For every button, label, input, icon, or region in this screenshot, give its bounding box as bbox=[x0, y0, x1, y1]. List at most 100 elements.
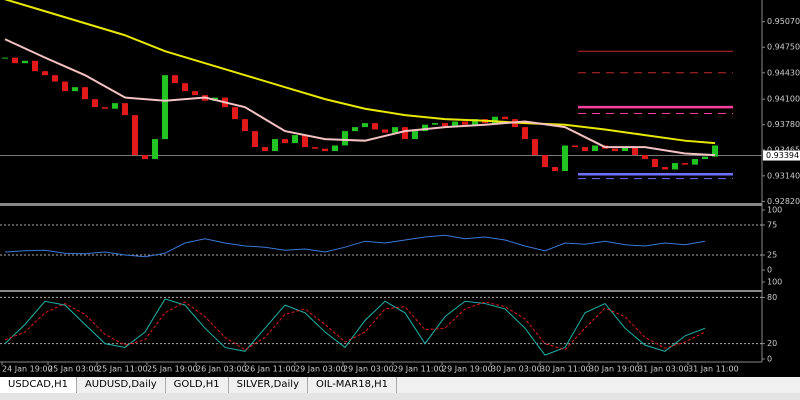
candle-body bbox=[342, 131, 348, 146]
y-tick-label: 0.93780 bbox=[767, 120, 800, 129]
candle-body bbox=[462, 121, 468, 125]
candle-body bbox=[162, 75, 168, 140]
candle-body bbox=[582, 147, 588, 152]
y-tick-label: 75 bbox=[767, 221, 777, 230]
x-tick-label: 31 Jan 11:00 bbox=[688, 365, 739, 374]
x-tick-label: 25 Jan 19:00 bbox=[147, 365, 198, 374]
candle-body bbox=[172, 75, 178, 84]
y-tick-label: 80 bbox=[767, 293, 777, 302]
candle-body bbox=[272, 139, 278, 152]
candle-body bbox=[322, 148, 328, 152]
x-tick-label: 25 Jan 11:00 bbox=[97, 365, 148, 374]
candle-body bbox=[422, 124, 428, 132]
candle-body bbox=[102, 107, 108, 109]
candle-body bbox=[2, 57, 8, 59]
x-tick-label: 24 Jan 19:00 bbox=[2, 365, 53, 374]
chart-tab[interactable]: GOLD,H1 bbox=[166, 377, 229, 393]
x-tick-label: 26 Jan 11:00 bbox=[245, 365, 296, 374]
candle-body bbox=[532, 139, 538, 156]
y-tick-label: 0.94750 bbox=[767, 43, 800, 52]
candle-body bbox=[632, 147, 638, 156]
candle-body bbox=[52, 75, 58, 82]
candle-body bbox=[552, 167, 558, 172]
candle-body bbox=[522, 127, 528, 140]
candle-body bbox=[22, 60, 28, 64]
candle-body bbox=[282, 139, 288, 144]
candle-body bbox=[182, 83, 188, 92]
indicator-line bbox=[4, 234, 706, 258]
y-tick-label: 100 bbox=[767, 278, 782, 287]
candle-body bbox=[192, 91, 198, 96]
candle-body bbox=[152, 139, 158, 160]
candle-body bbox=[372, 123, 378, 130]
y-tick-label: 0 bbox=[767, 355, 772, 364]
candle-body bbox=[62, 81, 68, 92]
status-bar bbox=[0, 393, 800, 400]
candle-body bbox=[562, 145, 568, 172]
candle-body bbox=[132, 115, 138, 156]
candle-body bbox=[652, 159, 658, 168]
chart-tab[interactable]: USDCAD,H1 bbox=[0, 377, 77, 393]
candle-body bbox=[12, 57, 18, 64]
candle-body bbox=[262, 147, 268, 152]
candle-body bbox=[352, 127, 358, 132]
x-tick-label: 26 Jan 03:00 bbox=[196, 365, 247, 374]
candle-body bbox=[142, 155, 148, 160]
y-tick-label: 0.93465 bbox=[767, 145, 800, 154]
candle-body bbox=[412, 131, 418, 140]
candle-body bbox=[232, 107, 238, 120]
candle-body bbox=[592, 145, 598, 152]
x-tick-label: 30 Jan 11:00 bbox=[540, 365, 591, 374]
y-tick-label: 0.94100 bbox=[767, 95, 800, 104]
candle-body bbox=[362, 123, 368, 128]
candle-body bbox=[432, 123, 438, 125]
candle-body bbox=[402, 127, 408, 140]
candle-body bbox=[672, 163, 678, 170]
chart: 0.95070 0.94750 0.94430 0.94100 0.93780 0.934… bbox=[0, 0, 800, 377]
chart-tab[interactable]: AUDUSD,Daily bbox=[77, 377, 166, 393]
candle-body bbox=[692, 159, 698, 165]
background bbox=[0, 0, 800, 377]
candle-body bbox=[252, 131, 258, 148]
candle-body bbox=[312, 147, 318, 149]
y-tick-label: 100 bbox=[767, 206, 782, 215]
candle-body bbox=[382, 129, 388, 133]
candle-body bbox=[82, 87, 88, 100]
y-tick-label: 0.93140 bbox=[767, 171, 800, 180]
candle-body bbox=[712, 145, 718, 157]
x-tick-label: 30 Jan 19:00 bbox=[589, 365, 640, 374]
chart-tab[interactable]: SILVER,Daily bbox=[229, 377, 308, 393]
candle-body bbox=[452, 121, 458, 127]
y-tick-label: 20 bbox=[767, 339, 777, 348]
current-price-label: 0.93394 bbox=[766, 151, 799, 160]
candle-body bbox=[572, 145, 578, 148]
candle-body bbox=[72, 87, 78, 92]
y-tick-label: 0.94430 bbox=[767, 68, 800, 77]
y-tick-label: 0.95070 bbox=[767, 17, 800, 26]
x-tick-label: 29 Jan 11:00 bbox=[393, 365, 444, 374]
candle-body bbox=[122, 103, 128, 116]
x-tick-label: 29 Jan 19:00 bbox=[442, 365, 493, 374]
candle-body bbox=[642, 155, 648, 160]
chart-tab[interactable]: OIL-MAR18,H1 bbox=[308, 377, 398, 393]
separator bbox=[0, 290, 762, 292]
candle-body bbox=[472, 119, 478, 125]
candle-body bbox=[542, 155, 548, 168]
candle-body bbox=[662, 167, 668, 170]
candle-body bbox=[92, 99, 98, 108]
x-tick-label: 30 Jan 03:00 bbox=[491, 365, 542, 374]
candle-body bbox=[42, 71, 48, 76]
separator bbox=[0, 203, 762, 206]
y-tick-label: 0.92820 bbox=[767, 197, 800, 206]
indicator-line bbox=[4, 298, 706, 356]
x-tick-label: 29 Jan 03:00 bbox=[295, 365, 346, 374]
candle-body bbox=[302, 135, 308, 148]
candle-body bbox=[612, 148, 618, 152]
candle-body bbox=[292, 135, 298, 144]
candle-body bbox=[112, 103, 118, 109]
indicator-line bbox=[4, 0, 716, 145]
candle-body bbox=[622, 147, 628, 152]
candle-body bbox=[492, 116, 498, 124]
candle-body bbox=[332, 145, 338, 152]
